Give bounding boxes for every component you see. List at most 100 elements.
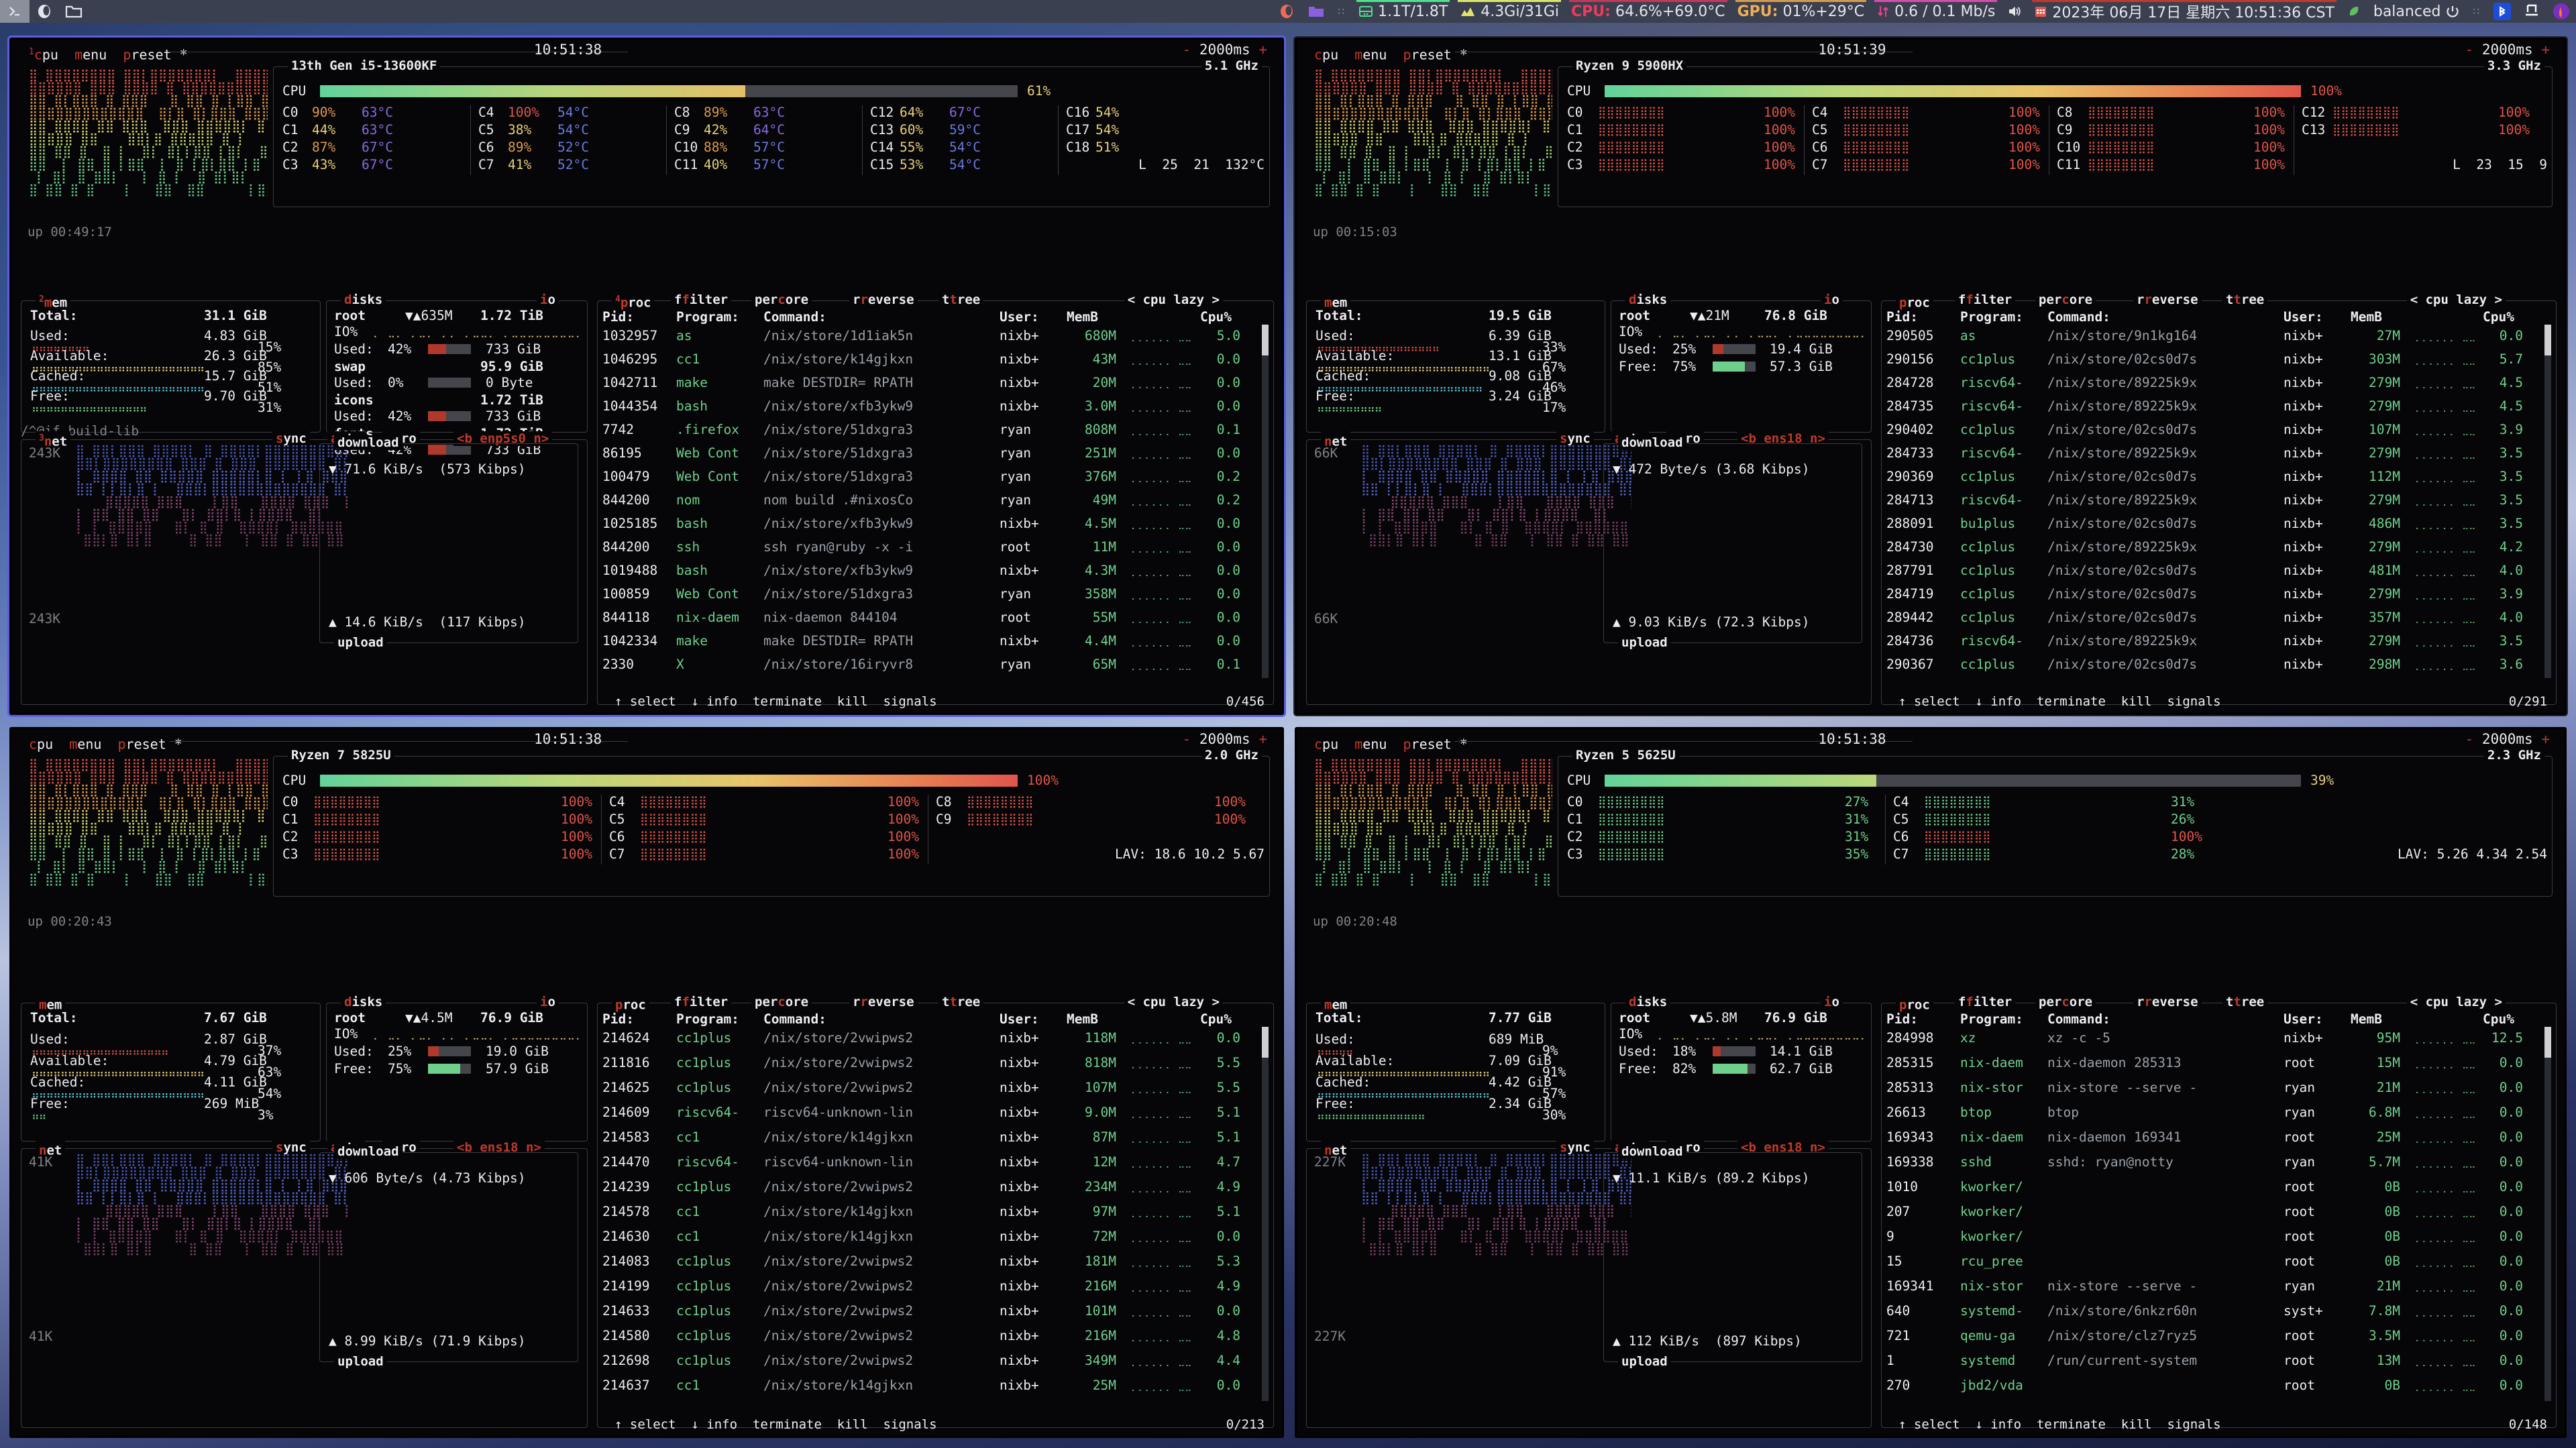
- proc-row-command[interactable]: make DESTDIR= RPATH: [763, 633, 914, 649]
- proc-row-pid[interactable]: 284719: [1886, 586, 1934, 602]
- proc-header[interactable]: Pid:: [602, 309, 634, 325]
- proc-row-command[interactable]: /nix/store/02cs0d7s: [2047, 610, 2198, 625]
- proc-row-cpu[interactable]: 0.0: [2499, 1055, 2523, 1070]
- proc-row-mem[interactable]: 486M: [2369, 516, 2400, 531]
- proc-title[interactable]: proc: [1896, 292, 1933, 311]
- proc-row-command[interactable]: btop: [2047, 1105, 2079, 1120]
- proc-row-command[interactable]: /nix/store/xfb3ykw9: [763, 398, 914, 414]
- proc-row-mem[interactable]: 112M: [2369, 469, 2400, 484]
- proc-row-program[interactable]: qemu-ga: [1960, 1328, 2016, 1343]
- proc-row-command[interactable]: /nix/store/51dxgra3: [763, 445, 914, 461]
- proc-row-mem[interactable]: 0B: [2384, 1254, 2400, 1269]
- proc-row-pid[interactable]: 214637: [602, 1378, 650, 1393]
- proc-opt-reverse[interactable]: rreverse: [2133, 995, 2202, 1009]
- proc-row-program[interactable]: cc1plus: [1960, 610, 2016, 625]
- proc-row-mem[interactable]: 279M: [2369, 398, 2400, 414]
- proc-row-command[interactable]: nix-daemon 169341: [2047, 1129, 2182, 1145]
- proc-box[interactable]: [597, 1003, 1274, 1428]
- proc-row-pid[interactable]: 1044354: [602, 398, 658, 414]
- proc-box[interactable]: [597, 300, 1274, 705]
- proc-row-user[interactable]: nixb+: [1000, 1303, 1039, 1319]
- cpu-box[interactable]: [273, 756, 1270, 897]
- proc-row-mem[interactable]: 21M: [2376, 1278, 2400, 1294]
- proc-row-program[interactable]: cc1plus: [1960, 539, 2016, 555]
- proc-row-program[interactable]: cc1plus: [1960, 351, 2016, 367]
- proc-row-cpu[interactable]: 3.5: [2499, 516, 2523, 531]
- proc-status-item[interactable]: ↑ select: [614, 694, 676, 709]
- proc-row-pid[interactable]: 1046295: [602, 351, 658, 367]
- proc-row-cpu[interactable]: 0.0: [1216, 563, 1240, 578]
- proc-row-pid[interactable]: 284735: [1886, 398, 1934, 414]
- proc-row-user[interactable]: root: [2284, 1204, 2315, 1219]
- proc-row-mem[interactable]: 107M: [1085, 1080, 1116, 1095]
- proc-row-user[interactable]: root: [2284, 1229, 2315, 1244]
- tab-star[interactable]: *: [1451, 736, 1468, 753]
- proc-scrollbar[interactable]: [1262, 325, 1269, 678]
- proc-row-pid[interactable]: 721: [1886, 1328, 1911, 1343]
- proc-scrollbar[interactable]: [2544, 325, 2551, 678]
- proc-header[interactable]: Program:: [1960, 1011, 2023, 1027]
- proc-row-pid[interactable]: 284998: [1886, 1030, 1934, 1046]
- proc-row-cpu[interactable]: 0.0: [2499, 1254, 2523, 1269]
- proc-row-program[interactable]: cc1plus: [676, 1328, 732, 1343]
- proc-row-program[interactable]: nix-daem: [676, 610, 739, 625]
- proc-row-pid[interactable]: 2330: [602, 657, 634, 672]
- proc-row-command[interactable]: /nix/store/xfb3ykw9: [763, 516, 914, 531]
- proc-row-mem[interactable]: 118M: [1085, 1030, 1116, 1046]
- volume-module[interactable]: [2001, 0, 2028, 23]
- proc-row-mem[interactable]: 21M: [2376, 1080, 2400, 1095]
- proc-row-user[interactable]: nixb+: [2284, 563, 2323, 578]
- proc-row-pid[interactable]: 169341: [1886, 1278, 1934, 1294]
- proc-row-user[interactable]: nixb+: [1000, 633, 1039, 649]
- proc-row-user[interactable]: nixb+: [1000, 1353, 1039, 1368]
- proc-status-item[interactable]: terminate: [2036, 694, 2106, 709]
- net-opt-sync[interactable]: sync: [272, 1140, 310, 1155]
- proc-row-mem[interactable]: 279M: [2369, 492, 2400, 508]
- proc-row-mem[interactable]: 107M: [2369, 422, 2400, 437]
- proc-status-item[interactable]: signals: [2167, 1417, 2221, 1432]
- proc-status-item[interactable]: ↑ select: [614, 1417, 676, 1432]
- proc-row-pid[interactable]: 212698: [602, 1353, 650, 1368]
- proc-row-program[interactable]: cc1plus: [1960, 586, 2016, 602]
- proc-row-program[interactable]: riscv64-: [1960, 398, 2023, 414]
- firefox-icon[interactable]: [30, 0, 59, 23]
- proc-row-user[interactable]: nixb+: [2284, 586, 2323, 602]
- proc-row-mem[interactable]: 818M: [1085, 1055, 1116, 1070]
- proc-row-command[interactable]: /nix/store/02cs0d7s: [2047, 516, 2198, 531]
- proc-row-pid[interactable]: 1042711: [602, 375, 658, 390]
- proc-row-mem[interactable]: 181M: [1085, 1254, 1116, 1269]
- proc-row-user[interactable]: nixb+: [2284, 422, 2323, 437]
- network-module[interactable]: 0.6 / 0.1 Mb/s: [1870, 0, 2001, 23]
- proc-status-item[interactable]: ↓ info: [691, 694, 738, 709]
- net-title[interactable]: net: [36, 1140, 66, 1158]
- proc-row-command[interactable]: /nix/store/6nkzr60n: [2047, 1303, 2198, 1319]
- proc-row-pid[interactable]: 214580: [602, 1328, 650, 1343]
- proc-row-program[interactable]: as: [676, 328, 692, 343]
- panel-interval[interactable]: - 2000ms +: [1182, 731, 1267, 747]
- proc-row-cpu[interactable]: 5.1: [1216, 1129, 1240, 1145]
- proc-row-user[interactable]: nixb+: [1000, 563, 1039, 578]
- proc-row-cpu[interactable]: 0.0: [1216, 1030, 1240, 1046]
- proc-row-program[interactable]: cc1plus: [1960, 563, 2016, 578]
- proc-row-program[interactable]: make: [676, 375, 708, 390]
- proc-row-cpu[interactable]: 0.0: [1216, 398, 1240, 414]
- proc-row-user[interactable]: nixb+: [1000, 1254, 1039, 1269]
- proc-row-mem[interactable]: 97M: [1092, 1204, 1116, 1219]
- proc-row-command[interactable]: /nix/store/xfb3ykw9: [763, 563, 914, 578]
- proc-row-pid[interactable]: 284736: [1886, 633, 1934, 649]
- proc-row-user[interactable]: ryan: [2284, 1105, 2315, 1120]
- mem-box[interactable]: [21, 1003, 321, 1141]
- proc-row-mem[interactable]: 20M: [1092, 375, 1116, 390]
- proc-status-item[interactable]: signals: [883, 694, 937, 709]
- tab-preset[interactable]: preset: [1403, 736, 1452, 753]
- proc-row-program[interactable]: riscv64-: [676, 1154, 739, 1170]
- proc-row-program[interactable]: cc1plus: [676, 1080, 732, 1095]
- terminal-icon[interactable]: [0, 0, 30, 23]
- proc-row-cpu[interactable]: 3.5: [2499, 445, 2523, 461]
- proc-row-program[interactable]: bash: [676, 563, 708, 578]
- proc-row-program[interactable]: systemd: [1960, 1353, 2016, 1368]
- proc-row-user[interactable]: ryan: [2284, 1278, 2315, 1294]
- gpu-module[interactable]: GPU: 01%+29°C: [1731, 0, 1871, 23]
- proc-row-pid[interactable]: 284733: [1886, 445, 1934, 461]
- proc-row-user[interactable]: root: [1000, 539, 1031, 555]
